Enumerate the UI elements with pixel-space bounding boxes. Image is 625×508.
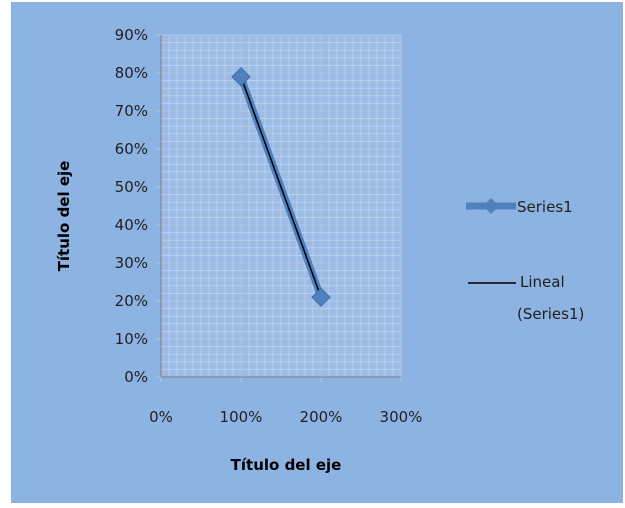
y-tick-label: 10% <box>115 330 148 348</box>
y-axis-ticks: 0% 10% 20% 30% 40% 50% 60% 70% 80% 90% <box>115 26 148 386</box>
y-tick-label: 80% <box>115 64 148 82</box>
x-tick-label: 0% <box>149 408 173 426</box>
x-axis-ticks: 0% 100% 200% 300% <box>149 408 422 426</box>
y-tick-label: 90% <box>115 26 148 44</box>
x-axis-title: Título del eje <box>231 456 342 474</box>
y-tick-label: 70% <box>115 102 148 120</box>
series1-point <box>231 67 251 87</box>
chart-svg: 0% 10% 20% 30% 40% 50% 60% 70% 80% 90% 0% 100% 200%… <box>55 26 584 474</box>
legend-trendline-label-2: (Series1) <box>517 305 584 323</box>
trendline-line <box>240 76 322 298</box>
x-tick-label: 100% <box>220 408 263 426</box>
legend-trendline-label-1: Lineal <box>520 273 565 291</box>
y-tick-label: 20% <box>115 292 148 310</box>
x-tick-label: 300% <box>380 408 423 426</box>
legend: Series1 Lineal (Series1) <box>466 198 584 323</box>
legend-series1-label: Series1 <box>517 198 573 216</box>
y-tick-label: 60% <box>115 140 148 158</box>
legend-series1-marker <box>483 198 499 214</box>
x-tick-label: 200% <box>300 408 343 426</box>
series-group <box>231 67 331 307</box>
series1-point <box>311 287 331 307</box>
chart-area: 0% 10% 20% 30% 40% 50% 60% 70% 80% 90% 0% 100% 200%… <box>11 2 623 503</box>
y-tick-label: 30% <box>115 254 148 272</box>
plot-area <box>156 34 402 382</box>
y-axis-title: Título del eje <box>55 161 73 272</box>
y-tick-label: 0% <box>124 368 148 386</box>
y-tick-label: 50% <box>115 178 148 196</box>
y-tick-label: 40% <box>115 216 148 234</box>
